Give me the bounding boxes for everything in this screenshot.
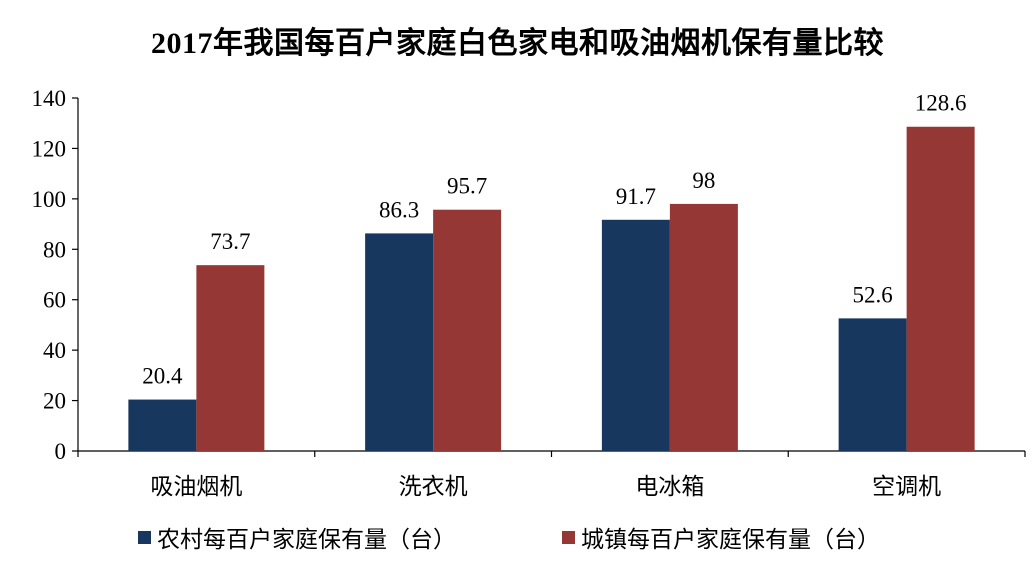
data-label: 20.4 bbox=[142, 364, 183, 389]
bar-urban bbox=[196, 265, 265, 451]
bar-rural bbox=[128, 399, 197, 451]
bar-urban bbox=[669, 203, 738, 451]
x-category-label: 吸油烟机 bbox=[150, 474, 242, 499]
bar-urban bbox=[906, 126, 975, 451]
legend-item-rural: 农村每百户家庭保有量（台） bbox=[138, 520, 456, 554]
data-label: 98 bbox=[692, 168, 715, 193]
legend-label-urban: 城镇每百户家庭保有量（台） bbox=[581, 527, 880, 552]
legend-swatch-urban bbox=[562, 530, 575, 544]
x-category-label: 洗衣机 bbox=[399, 474, 468, 499]
y-tick-label: 80 bbox=[43, 237, 66, 262]
data-label: 86.3 bbox=[379, 197, 419, 222]
y-tick-label: 140 bbox=[32, 86, 67, 111]
legend-label-rural: 农村每百户家庭保有量（台） bbox=[157, 527, 456, 552]
y-tick-label: 100 bbox=[32, 187, 67, 212]
y-tick-label: 20 bbox=[43, 389, 66, 414]
legend-item-urban: 城镇每百户家庭保有量（台） bbox=[562, 520, 880, 554]
data-label: 95.7 bbox=[447, 174, 487, 199]
x-category-label: 空调机 bbox=[872, 474, 941, 499]
y-tick-label: 120 bbox=[32, 136, 67, 161]
chart-title: 2017年我国每百户家庭白色家电和吸油烟机保有量比较 bbox=[151, 27, 884, 60]
data-label: 128.6 bbox=[915, 91, 967, 116]
data-label: 91.7 bbox=[616, 184, 656, 209]
bar-rural bbox=[365, 233, 434, 451]
y-tick-label: 40 bbox=[43, 338, 66, 363]
y-tick-label: 0 bbox=[55, 439, 67, 464]
y-tick-label: 60 bbox=[43, 288, 66, 313]
data-label: 73.7 bbox=[210, 229, 250, 254]
x-category-label: 电冰箱 bbox=[635, 474, 704, 499]
data-label: 52.6 bbox=[853, 282, 893, 307]
legend-swatch-rural bbox=[138, 530, 151, 544]
bar-rural bbox=[601, 219, 670, 451]
bar-rural bbox=[838, 318, 907, 451]
bar-urban bbox=[433, 209, 502, 451]
